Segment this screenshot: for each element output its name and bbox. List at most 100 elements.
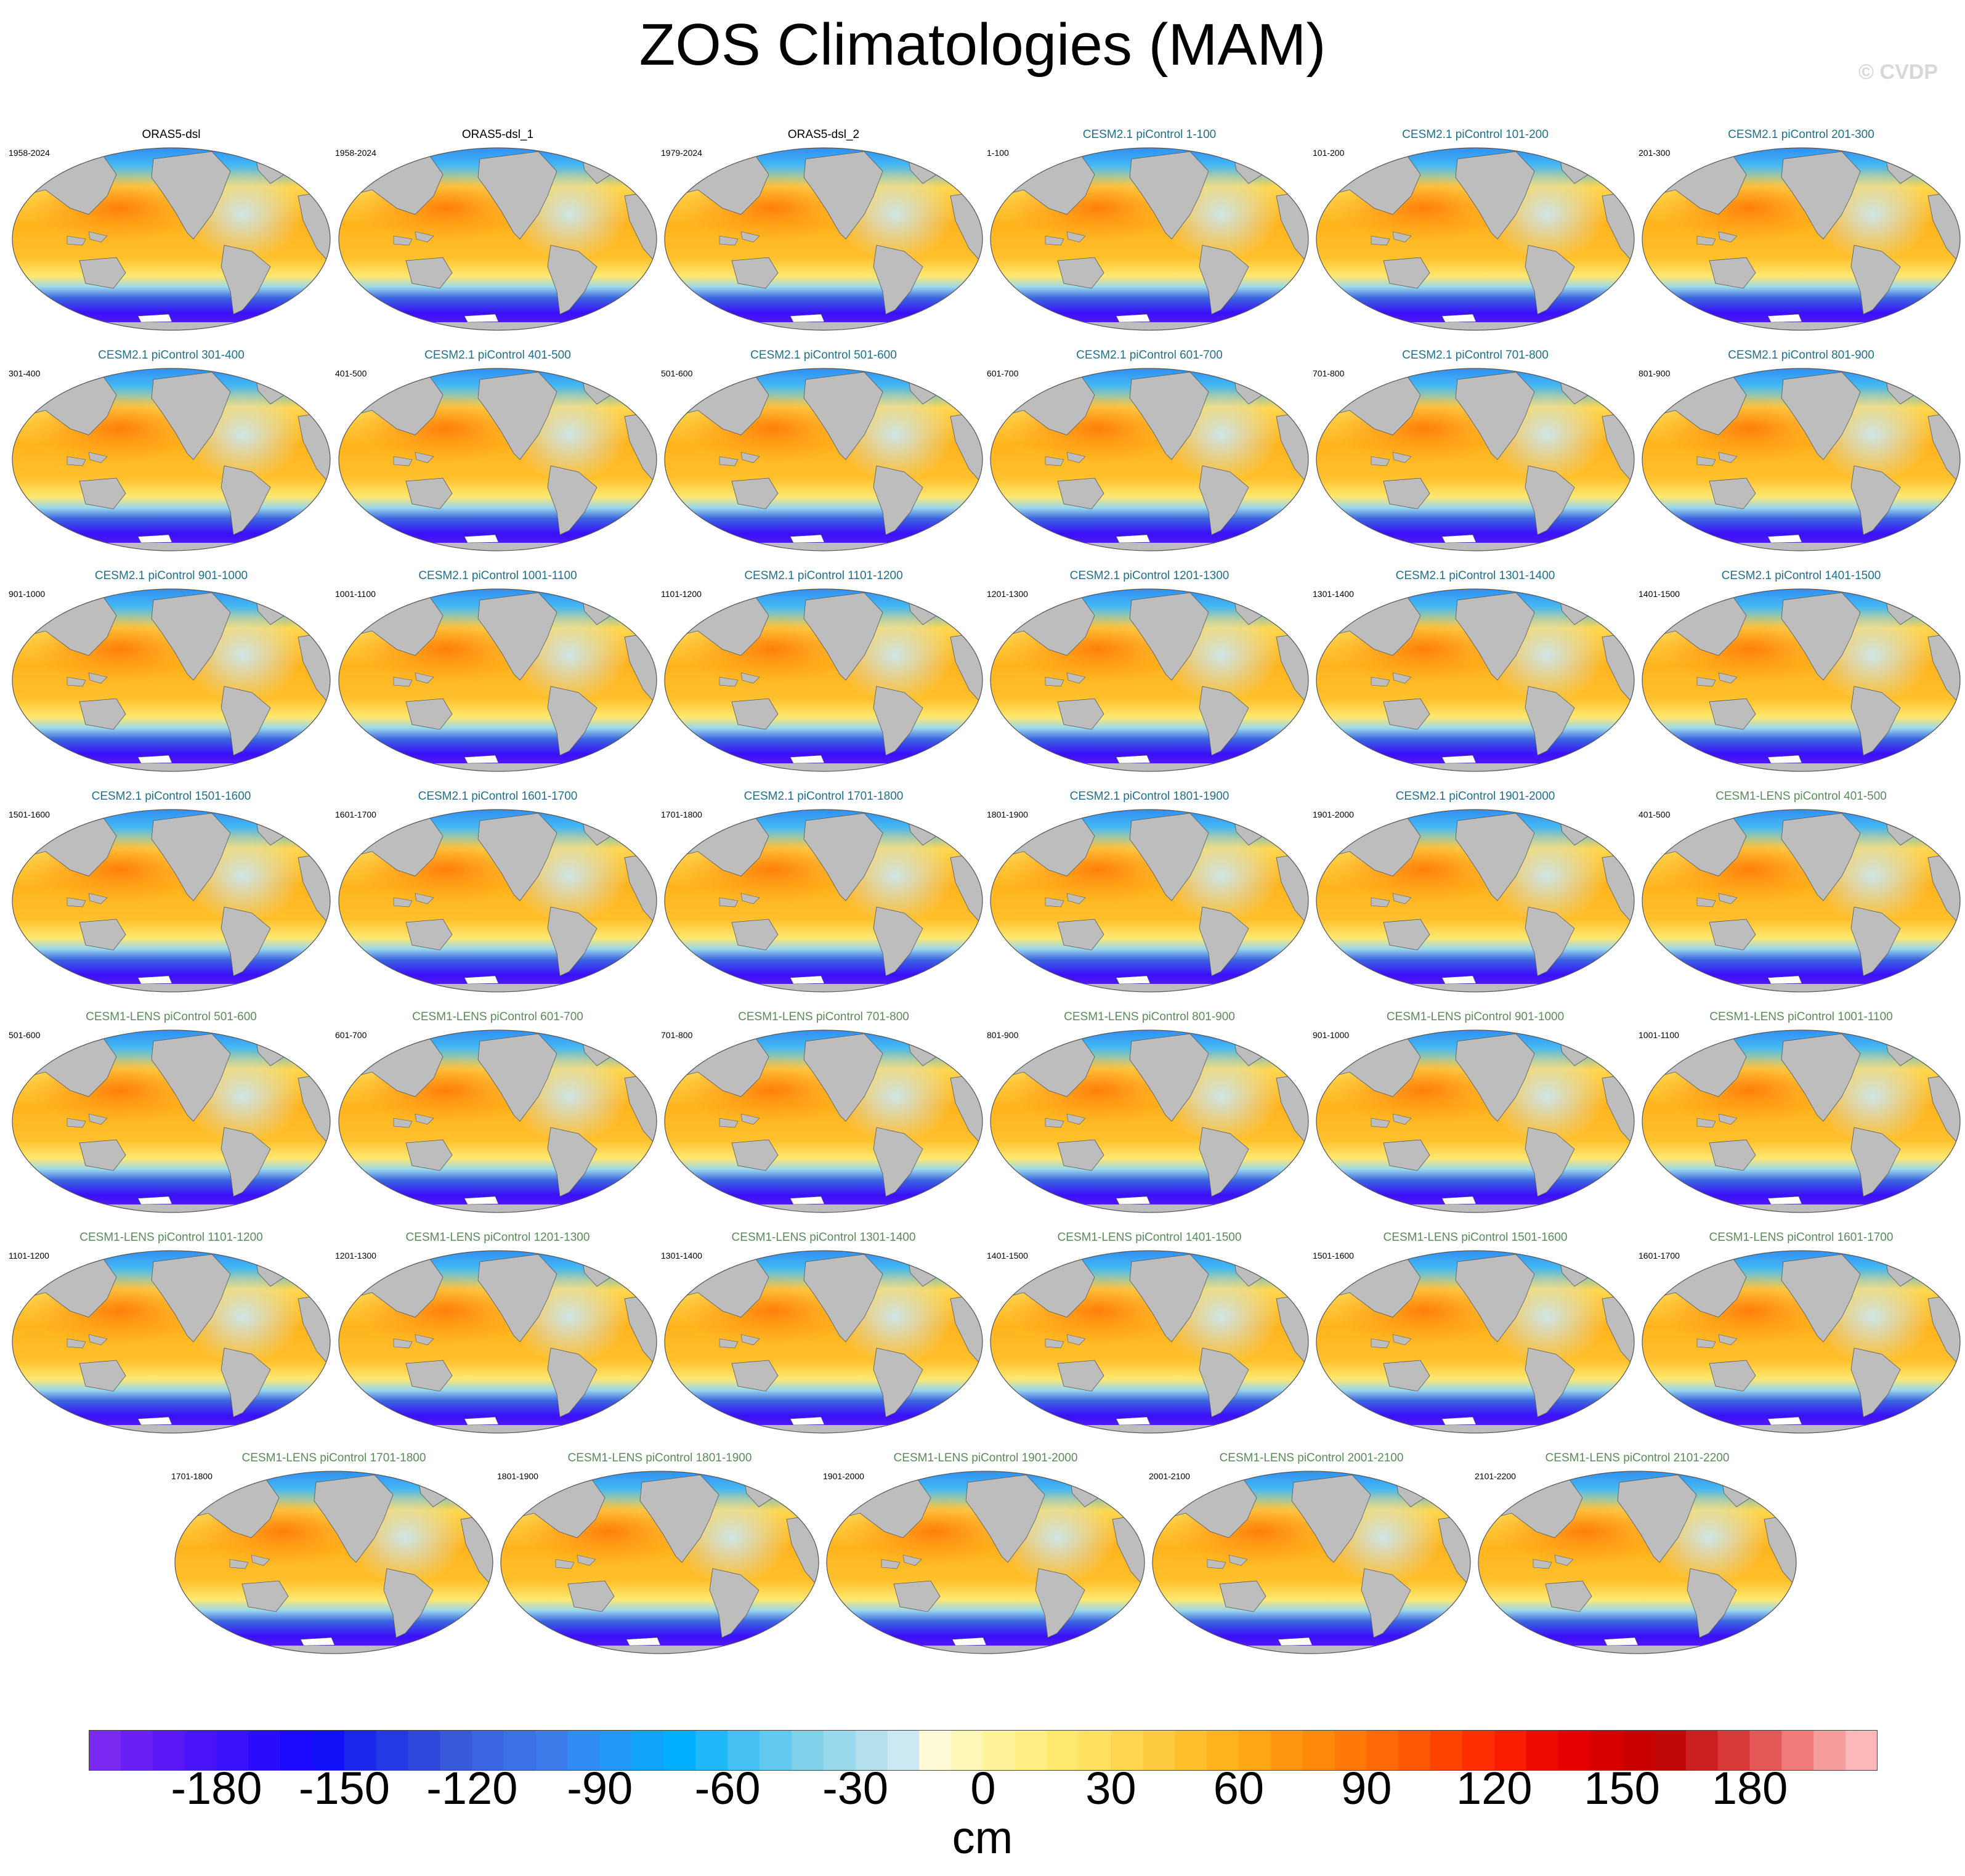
colorbar-swatch [120,1730,153,1771]
panel-title: CESM1-LENS piControl 2001-2100 [1219,1452,1404,1464]
colorbar-swatch [1207,1730,1239,1771]
globe-map [661,588,986,774]
colorbar-swatch [504,1730,537,1771]
panel-years: 901-1000 [9,589,46,599]
colorbar-swatch [408,1730,441,1771]
globe-map [987,1249,1312,1435]
colorbar-ticks: -180 -150 -120 -90 -60 -30 0 30 60 90 120 150 180 [0,1762,1965,1814]
panel-title: CESM1-LENS piControl 701-800 [738,1010,909,1023]
globe-map [497,1470,822,1656]
panel-title: CESM1-LENS piControl 1901-2000 [893,1452,1078,1464]
panel-title: CESM1-LENS piControl 1501-1600 [1383,1231,1568,1244]
panel-years: 1501-1600 [1313,1251,1354,1261]
colorbar-swatch [695,1730,728,1771]
colorbar-swatch [1143,1730,1175,1771]
globe-map [1639,1249,1964,1435]
map-panel: CESM1-LENS piControl 501-600 501-600 [9,1010,334,1226]
colorbar [89,1730,1878,1771]
panel-title: CESM2.1 piControl 1101-1200 [744,569,903,582]
colorbar-swatch [344,1730,377,1771]
colorbar-swatch [89,1730,121,1771]
panel-title: CESM1-LENS piControl 1701-1800 [241,1452,426,1464]
panel-years: 1958-2024 [335,148,376,158]
colorbar-swatch [983,1730,1016,1771]
globe-map [661,147,986,333]
map-panel: CESM1-LENS piControl 1001-1100 1001-1100 [1639,1010,1964,1226]
panel-title: CESM2.1 piControl 901-1000 [94,569,248,582]
map-panel: CESM1-LENS piControl 1201-1300 1201-1300 [335,1231,660,1447]
panel-years: 501-600 [661,368,693,378]
colorbar-swatch [1047,1730,1080,1771]
colorbar-swatch [312,1730,345,1771]
map-panel: CESM1-LENS piControl 1701-1800 1701-1800 [171,1452,496,1667]
panel-title: CESM1-LENS piControl 501-600 [86,1010,257,1023]
colorbar-swatch [727,1730,760,1771]
globe-map [1313,367,1638,553]
map-panel: CESM1-LENS piControl 601-700 601-700 [335,1010,660,1226]
globe-map [1313,588,1638,774]
panel-years: 1801-1900 [497,1471,538,1481]
panel-title: CESM1-LENS piControl 601-700 [412,1010,583,1023]
colorbar-swatch [184,1730,217,1771]
globe-map [9,588,334,774]
map-panel: CESM2.1 piControl 1701-1800 1701-1800 [661,790,986,1005]
panel-title: CESM2.1 piControl 1-100 [1082,128,1217,141]
colorbar-swatch [951,1730,984,1771]
map-panel: CESM2.1 piControl 1601-1700 1601-1700 [335,790,660,1005]
colorbar-tick-label: -30 [822,1763,889,1814]
panel-title: CESM2.1 piControl 601-700 [1076,349,1223,362]
colorbar-swatch [1845,1730,1878,1771]
panel-years: 1201-1300 [335,1251,376,1261]
colorbar-swatch [1302,1730,1335,1771]
panel-title: CESM1-LENS piControl 1101-1200 [79,1231,263,1244]
map-panel: CESM2.1 piControl 801-900 801-900 [1639,349,1964,564]
colorbar-tick-label: 120 [1456,1763,1533,1814]
panel-title: ORAS5-dsl_1 [461,128,534,141]
panel-title: CESM2.1 piControl 1301-1400 [1395,569,1555,582]
globe-map [823,1470,1148,1656]
globe-map [1639,588,1964,774]
map-panel: CESM2.1 piControl 301-400 301-400 [9,349,334,564]
panel-title: CESM2.1 piControl 1601-1700 [418,790,578,803]
globe-map [661,1249,986,1435]
globe-map [661,808,986,994]
colorbar-swatch [216,1730,249,1771]
globe-map [987,147,1312,333]
globe-map [335,1249,660,1435]
panel-title: CESM1-LENS piControl 1801-1900 [567,1452,752,1464]
map-panel: CESM2.1 piControl 1901-2000 1901-2000 [1313,790,1638,1005]
map-panels-grid: ORAS5-dsl 1958-2024 ORAS5-dsl_1 1958-2024 OR… [9,128,1965,1700]
globe-map [1313,1249,1638,1435]
panel-years: 1901-2000 [823,1471,864,1481]
map-panel: ORAS5-dsl_1 1958-2024 [335,128,660,344]
colorbar-unit: cm [952,1812,1013,1863]
panel-title: CESM2.1 piControl 1001-1100 [418,569,577,582]
colorbar-tick-label: 180 [1711,1763,1788,1814]
panel-years: 1401-1500 [1639,589,1680,599]
panel-years: 401-500 [335,368,367,378]
panel-years: 1001-1100 [1639,1030,1679,1040]
globe-map [987,1029,1312,1215]
map-panel: CESM1-LENS piControl 701-800 701-800 [661,1010,986,1226]
globe-map [335,808,660,994]
colorbar-swatch [1685,1730,1719,1771]
colorbar-tick-label: 60 [1213,1763,1265,1814]
colorbar-swatch [1526,1730,1559,1771]
colorbar-swatch [1398,1730,1431,1771]
map-panel: CESM1-LENS piControl 1601-1700 1601-1700 [1639,1231,1964,1447]
colorbar-tick-label: -150 [298,1763,390,1814]
panel-years: 901-1000 [1313,1030,1350,1040]
panel-title: ORAS5-dsl_2 [787,128,860,141]
panel-title: CESM1-LENS piControl 1001-1100 [1709,1010,1893,1023]
panel-years: 1301-1400 [1313,589,1354,599]
colorbar-tick-label: 90 [1341,1763,1392,1814]
panel-title: CESM2.1 piControl 1801-1900 [1069,790,1230,803]
map-panel: CESM2.1 piControl 1101-1200 1101-1200 [661,569,986,785]
globe-map [9,1029,334,1215]
colorbar-swatch [1111,1730,1143,1771]
colorbar-swatch [1781,1730,1814,1771]
panel-years: 701-800 [1313,368,1345,378]
panel-title: ORAS5-dsl [142,128,201,141]
colorbar-swatch [152,1730,185,1771]
panel-years: 201-300 [1639,148,1671,158]
